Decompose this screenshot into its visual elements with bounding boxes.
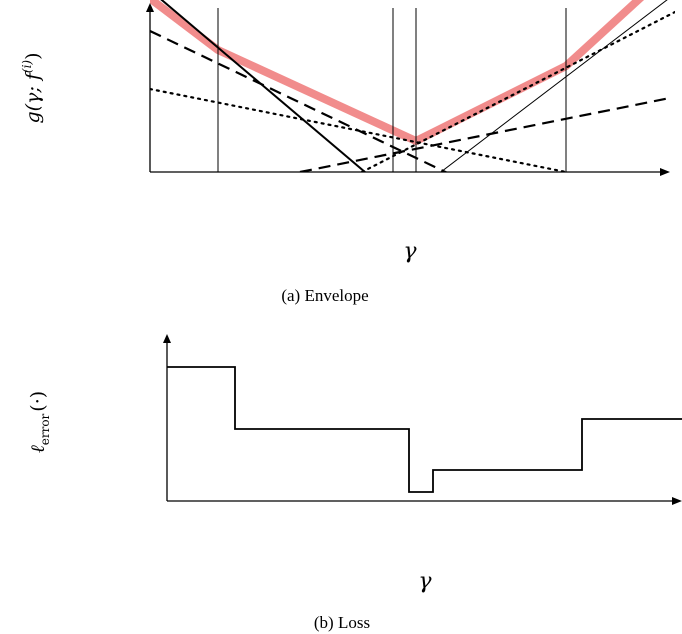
y-axis-label: ℓerror(·): [27, 391, 52, 453]
y-axis-arrow: [163, 334, 171, 343]
solid-thin-line: [440, 0, 668, 172]
panel-envelope: g(γ; f(i)) γ (a) Envelope: [20, 0, 675, 305]
caption-envelope: (a) Envelope: [281, 286, 368, 305]
y-axis-arrow: [146, 3, 154, 12]
x-axis-arrow: [660, 168, 670, 176]
dotted-line-ascending: [360, 10, 675, 172]
y-axis-label: g(γ; f(i)): [20, 52, 44, 123]
dotted-line-descending: [150, 87, 568, 172]
caption-loss: (b) Loss: [314, 613, 370, 632]
dashed-line-descending: [150, 30, 448, 172]
envelope-highlight: [150, 0, 645, 145]
x-axis-label: γ: [403, 239, 417, 264]
loss-step-line: [167, 366, 682, 493]
panel-loss: ℓerror(·) γ (b) Loss: [27, 334, 682, 632]
x-axis-arrow: [672, 497, 682, 505]
x-axis-label: γ: [418, 569, 432, 594]
dashed-line-ascending: [299, 96, 671, 172]
